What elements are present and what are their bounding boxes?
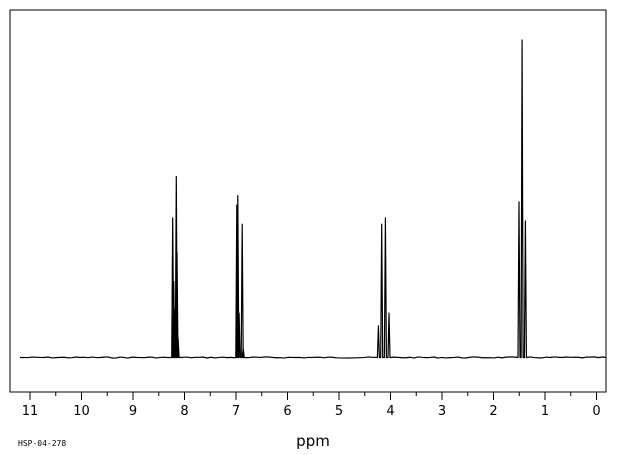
- x-axis-ticks: [29, 392, 597, 400]
- x-axis-label: ppm: [296, 432, 330, 450]
- tick-label: 11: [22, 404, 39, 419]
- tick-label: 5: [335, 404, 343, 419]
- tick-label: 6: [283, 404, 291, 419]
- plot-frame: [9, 9, 607, 393]
- tick-label: 9: [129, 404, 137, 419]
- tick-label: 8: [180, 404, 188, 419]
- spectrum-line: [19, 39, 607, 359]
- tick-label: 4: [386, 404, 394, 419]
- x-axis-tick-labels: 11 10 9 8 7 6 5 4 3 2 1 0: [22, 404, 601, 419]
- tick-label: 2: [489, 404, 497, 419]
- tick-label: 10: [73, 404, 90, 419]
- tick-label: 3: [438, 404, 446, 419]
- tick-label: 0: [592, 404, 600, 419]
- sample-code-label: HSP-04-278: [18, 439, 66, 448]
- tick-label: 1: [541, 404, 549, 419]
- tick-label: 7: [232, 404, 240, 419]
